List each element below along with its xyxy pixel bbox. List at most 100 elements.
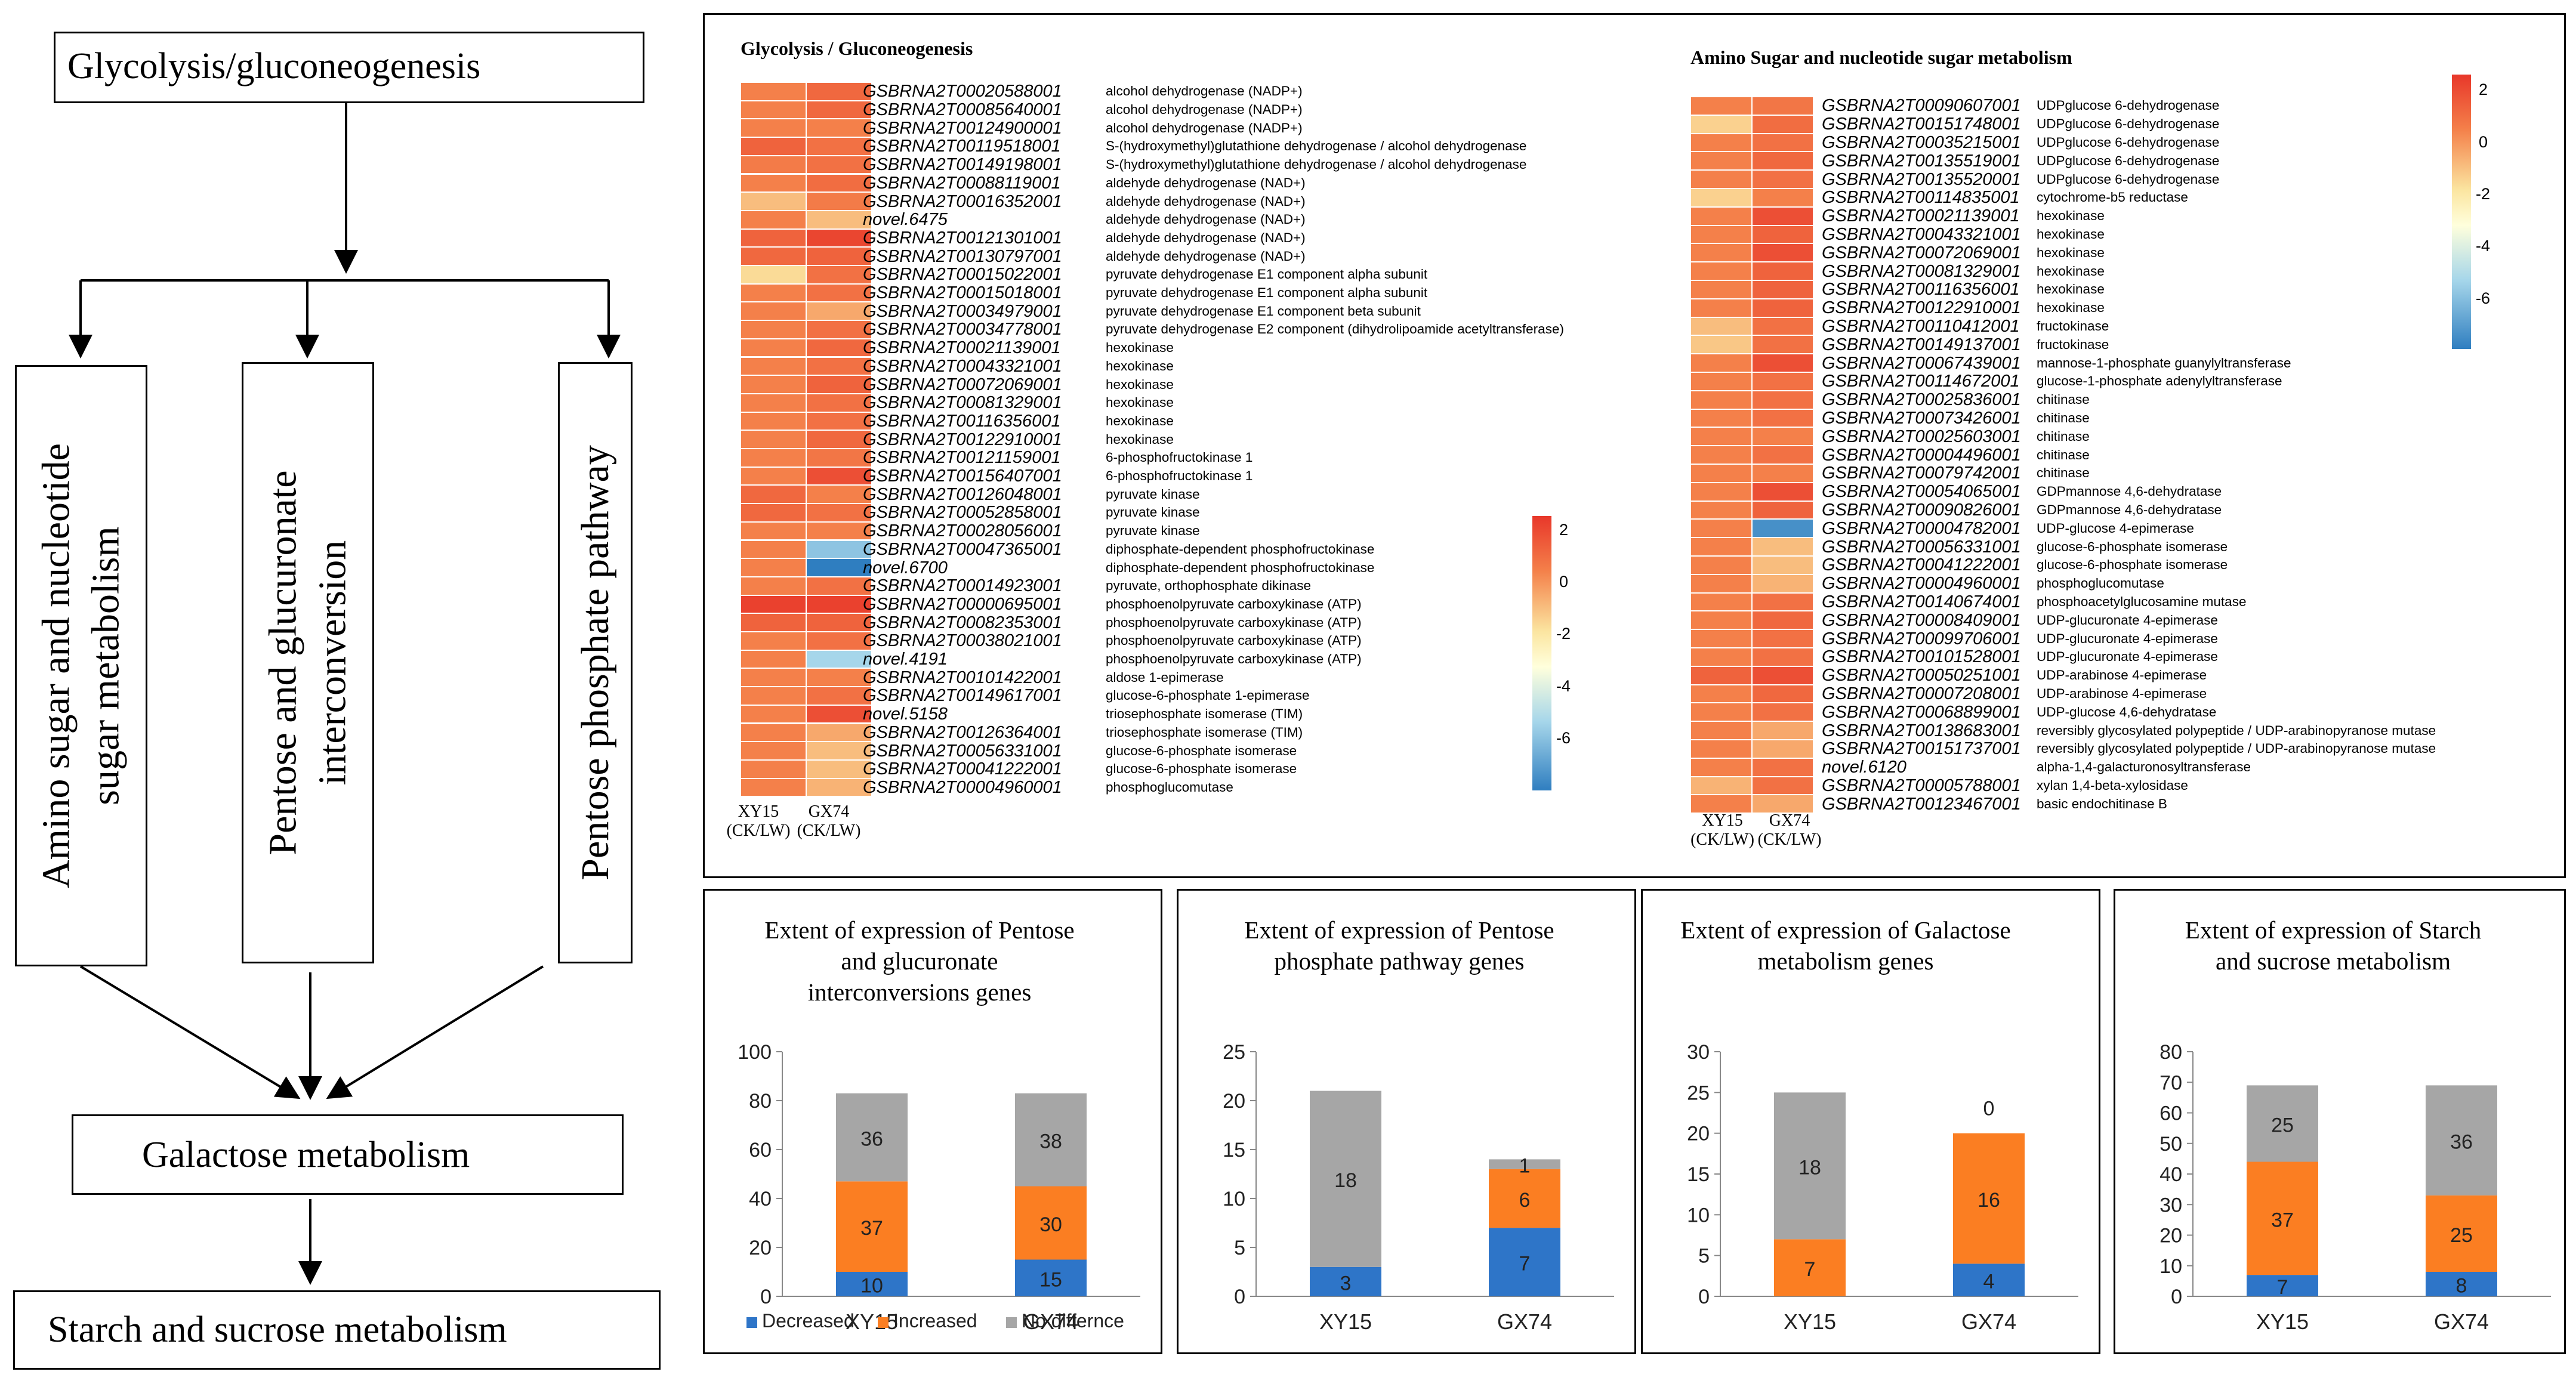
heatmap-cell [741,228,806,248]
heatmap-cell [806,302,872,321]
heatmap-cell [741,705,806,724]
gene-name-label: hexokinase [1106,395,1174,410]
gene-id-label: novel.6475 [863,210,948,230]
gene-name-label: phosphoenolpyruvate carboxykinase (ATP) [1106,596,1362,611]
chart-panel-pentose-glucuronate: Extent of expression of Pentose and gluc… [703,889,1162,1354]
heatmap-cell [1752,170,1813,189]
chart-svg: 0 20 40 60 80 100 10 37 36 XY15 15 30 38 GX74 Decrease… [738,1041,1140,1334]
heatmap-cell [1752,795,1813,814]
bar-segment-increased [1015,1186,1087,1260]
gene-id-label: GSBRNA2T00067439001 [1822,353,2021,373]
gene-name-label: pyruvate dehydrogenase E1 component beta… [1106,303,1421,319]
cbar-tick: -6 [1556,729,1571,747]
gene-name-label: chitinase [2037,392,2090,407]
data-label: 37 [2271,1209,2294,1231]
y-tick-label: 0 [760,1286,772,1308]
heatmap-cell [1690,133,1752,152]
gene-id-label: GSBRNA2T00034979001 [863,301,1062,321]
gene-id-label: GSBRNA2T00005788001 [1822,776,2021,795]
gene-name-label: hexokinase [2037,263,2105,279]
heatmap-cell [741,375,806,394]
gene-id-label: GSBRNA2T00135519001 [1822,151,2021,171]
heatmap-cell [741,265,806,284]
gene-name-label: hexokinase [1106,376,1174,392]
data-label: 3 [1340,1272,1352,1295]
gene-name-label: fructokinase [2037,319,2109,333]
y-tick-label: 15 [1223,1139,1245,1161]
gene-name-label: UDPglucose 6-dehydrogenase [2037,171,2220,187]
gene-id-label: GSBRNA2T00020588001 [863,82,1062,101]
heatmap-cell [1690,574,1752,593]
gene-id-label: GSBRNA2T00052858001 [863,503,1062,523]
y-tick-label: 30 [1687,1041,1710,1064]
gene-id-label: GSBRNA2T00008409001 [1822,610,2021,630]
amino-sugar-text: Amino sugar and nucleotide sugar metabol… [34,443,128,888]
heatmap-cell [1690,464,1752,483]
heatmap-cell [741,357,806,376]
gene-name-label: triosephosphate isomerase (TIM) [1106,724,1303,740]
heatmap-cell [806,228,872,248]
heatmap-cell [1690,740,1752,758]
heatmap-cell [1752,225,1813,244]
gene-name-label: hexokinase [2037,282,2105,297]
data-label: 8 [2456,1275,2467,1298]
legend-label: Decreased [762,1310,854,1332]
gene-name-label: 6-phosphofructokinase 1 [1106,450,1253,465]
gene-id-label: GSBRNA2T00126364001 [863,722,1062,742]
col1-text: XY15 (CK/LW) [726,802,791,840]
gene-id-label: GSBRNA2T00121159001 [863,448,1061,468]
data-label: 36 [860,1128,883,1151]
chart-svg: 0 5 10 15 20 25 30 7 18 XY15 4 16 0 GX74 [1687,1041,2078,1334]
heatmap-cell [806,650,872,669]
gene-name-label: diphosphate-dependent phosphofructokinas… [1106,560,1375,575]
heatmap-col-label-xy15: XY15 (CK/LW) [1688,811,1757,849]
heatmap-cell [806,119,872,138]
gene-id-label: GSBRNA2T00122910001 [863,430,1062,449]
gene-id-label: GSBRNA2T00099706001 [1822,629,2021,648]
data-label: 25 [2271,1114,2294,1136]
heatmap-cell [1690,409,1752,428]
heatmap-cell [1752,501,1813,520]
heatmap-cell [1752,684,1813,703]
gene-id-label: GSBRNA2T00038021001 [863,631,1062,651]
data-label: 25 [2450,1224,2473,1247]
y-tick-label: 0 [1698,1286,1710,1308]
gene-name-label: phosphoenolpyruvate carboxykinase (ATP) [1106,633,1362,648]
legend-label: Increased [893,1310,977,1332]
gene-id-label: novel.4191 [863,650,948,669]
pentose-phosphate-label: Pentose phosphate pathway [573,445,617,881]
heatmap-cell [1752,648,1813,666]
gene-id-label: GSBRNA2T00081329001 [1822,261,2021,281]
y-tick-label: 50 [2159,1133,2182,1156]
heatmap-cell [1690,225,1752,244]
heatmap-cell [741,137,806,156]
heatmap-cell [741,449,806,467]
gene-id-label: GSBRNA2T00090826001 [1822,501,2021,520]
heatmap-cell [1752,372,1813,391]
heatmap-cell [1752,243,1813,262]
gene-name-label: hexokinase [2037,227,2105,242]
heatmap-cell [1752,629,1813,648]
y-tick-label: 0 [1234,1286,1245,1308]
heatmap-cell [1752,574,1813,593]
bar-segment-nodiff [1489,1159,1560,1169]
heatmap-cell [806,283,872,302]
y-tick-label: 10 [1687,1204,1710,1227]
gene-id-label: GSBRNA2T00015018001 [863,283,1062,303]
x-tick-label: XY15 [1319,1309,1372,1334]
gene-name-label: aldehyde dehydrogenase (NAD+) [1106,248,1306,264]
heatmap-cell [741,687,806,705]
gene-name-label: aldehyde dehydrogenase (NAD+) [1106,230,1306,245]
heatmap-cell [741,283,806,302]
y-tick-label: 20 [749,1237,772,1259]
heatmap-cell [806,485,872,504]
heatmap-cell [741,503,806,522]
gene-id-label: GSBRNA2T00050251001 [1822,666,2021,685]
heatmap-cell [1690,648,1752,666]
gene-name-label: aldose 1-epimerase [1106,669,1224,685]
heatmap-cell [1690,372,1752,391]
heatmap-cell [1752,189,1813,207]
gene-name-label: alpha-1,4-galacturonosyltransferase [2037,759,2251,775]
gene-name-label: hexokinase [1106,413,1174,428]
gene-id-label: GSBRNA2T00090607001 [1822,96,2021,116]
